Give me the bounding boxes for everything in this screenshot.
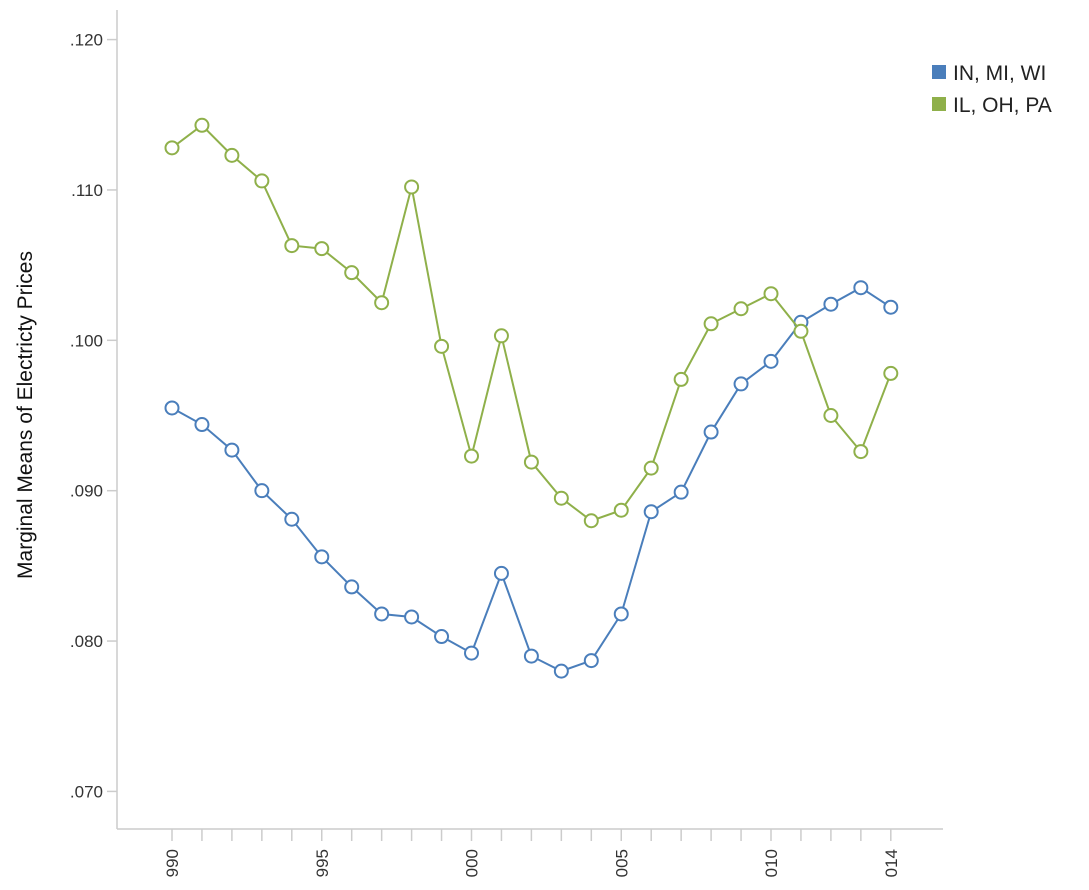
data-point xyxy=(553,490,569,506)
data-point xyxy=(164,140,180,156)
legend-swatch xyxy=(932,97,946,111)
y-axis: .070 .080 .090 .100 .110 .120 xyxy=(70,10,118,829)
data-point xyxy=(194,117,210,133)
data-point xyxy=(793,323,809,339)
data-point xyxy=(853,280,869,296)
data-point xyxy=(673,371,689,387)
x-axis: 990 995 000 005 010 014 xyxy=(117,828,943,877)
x-tick-label: 990 xyxy=(163,849,182,877)
data-point xyxy=(404,179,420,195)
data-point xyxy=(224,147,240,163)
legend: IN, MI, WI IL, OH, PA xyxy=(932,62,1052,117)
y-tick-label: .100 xyxy=(70,331,103,350)
data-point xyxy=(763,353,779,369)
data-point xyxy=(254,173,270,189)
data-point xyxy=(314,241,330,257)
series-0 xyxy=(164,280,899,679)
y-tick-label: .120 xyxy=(70,31,103,50)
data-point xyxy=(703,424,719,440)
y-tick-label: .070 xyxy=(70,782,103,801)
x-tick-label: 995 xyxy=(313,849,332,877)
data-point xyxy=(434,629,450,645)
data-point xyxy=(523,454,539,470)
x-tick-label: 000 xyxy=(463,849,482,877)
data-point xyxy=(763,286,779,302)
data-point xyxy=(733,376,749,392)
y-tick-label: .090 xyxy=(70,482,103,501)
data-point xyxy=(643,504,659,520)
legend-label: IL, OH, PA xyxy=(953,94,1052,117)
data-point xyxy=(613,502,629,518)
data-point xyxy=(374,606,390,622)
data-point xyxy=(703,316,719,332)
data-point xyxy=(853,444,869,460)
data-point xyxy=(284,238,300,254)
series-1 xyxy=(164,117,899,529)
data-point xyxy=(643,460,659,476)
plot-area xyxy=(164,117,899,679)
x-tick-label: 010 xyxy=(762,849,781,877)
data-point xyxy=(374,295,390,311)
data-point xyxy=(164,400,180,416)
data-point xyxy=(404,609,420,625)
data-point xyxy=(493,328,509,344)
legend-label: IN, MI, WI xyxy=(953,62,1046,85)
series-line xyxy=(171,286,892,673)
data-point xyxy=(553,663,569,679)
data-point xyxy=(224,442,240,458)
legend-swatch xyxy=(932,65,946,79)
data-point xyxy=(314,549,330,565)
data-point xyxy=(673,484,689,500)
x-tick-label: 014 xyxy=(882,849,901,877)
y-axis-title: Marginal Means of Electricty Prices xyxy=(14,251,37,579)
data-point xyxy=(613,606,629,622)
data-point xyxy=(194,417,210,433)
data-point xyxy=(823,408,839,423)
data-point xyxy=(823,296,839,312)
data-point xyxy=(883,299,899,315)
data-point xyxy=(583,513,599,529)
x-tick-label: 005 xyxy=(612,849,631,877)
y-tick-label: .080 xyxy=(70,632,103,651)
data-point xyxy=(464,645,479,661)
data-point xyxy=(523,648,539,664)
data-point xyxy=(254,483,270,499)
data-point xyxy=(493,565,509,581)
data-point xyxy=(464,448,479,464)
data-point xyxy=(284,511,300,527)
data-point xyxy=(883,365,899,381)
data-point xyxy=(344,579,360,595)
data-point xyxy=(344,265,360,281)
y-tick-label: .110 xyxy=(71,181,103,200)
data-point xyxy=(733,301,749,317)
data-point xyxy=(583,653,599,669)
data-point xyxy=(434,338,450,354)
